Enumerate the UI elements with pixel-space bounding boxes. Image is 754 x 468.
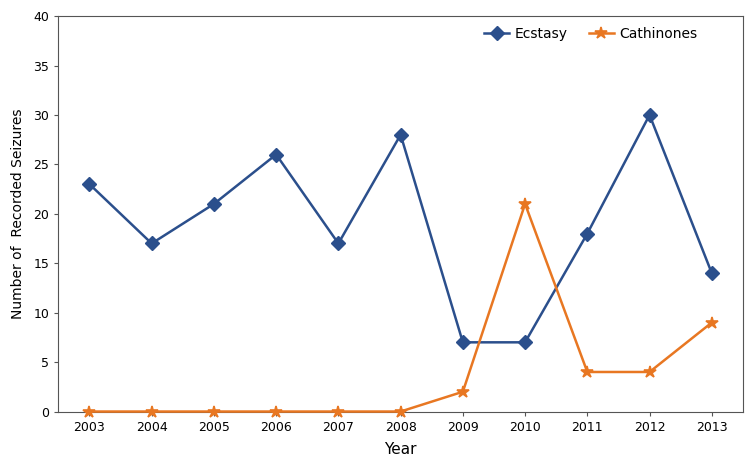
Ecstasy (520, 339, 529, 345)
Cathinones (334, 409, 343, 414)
Ecstasy (271, 152, 280, 157)
Ecstasy (707, 271, 716, 276)
Cathinones (583, 369, 592, 375)
Ecstasy (334, 241, 343, 246)
Ecstasy (85, 182, 94, 187)
Cathinones (645, 369, 654, 375)
Ecstasy (210, 201, 219, 207)
Ecstasy (645, 112, 654, 118)
X-axis label: Year: Year (385, 442, 417, 457)
Cathinones (520, 201, 529, 207)
Cathinones (85, 409, 94, 414)
Legend: Ecstasy, Cathinones: Ecstasy, Cathinones (480, 23, 702, 45)
Y-axis label: Number of  Recorded Seizures: Number of Recorded Seizures (11, 109, 25, 319)
Line: Ecstasy: Ecstasy (84, 110, 716, 347)
Ecstasy (583, 231, 592, 236)
Cathinones (458, 389, 467, 395)
Cathinones (147, 409, 156, 414)
Line: Cathinones: Cathinones (83, 197, 718, 418)
Cathinones (271, 409, 280, 414)
Cathinones (210, 409, 219, 414)
Ecstasy (458, 339, 467, 345)
Ecstasy (147, 241, 156, 246)
Cathinones (396, 409, 405, 414)
Ecstasy (396, 132, 405, 138)
Cathinones (707, 320, 716, 325)
